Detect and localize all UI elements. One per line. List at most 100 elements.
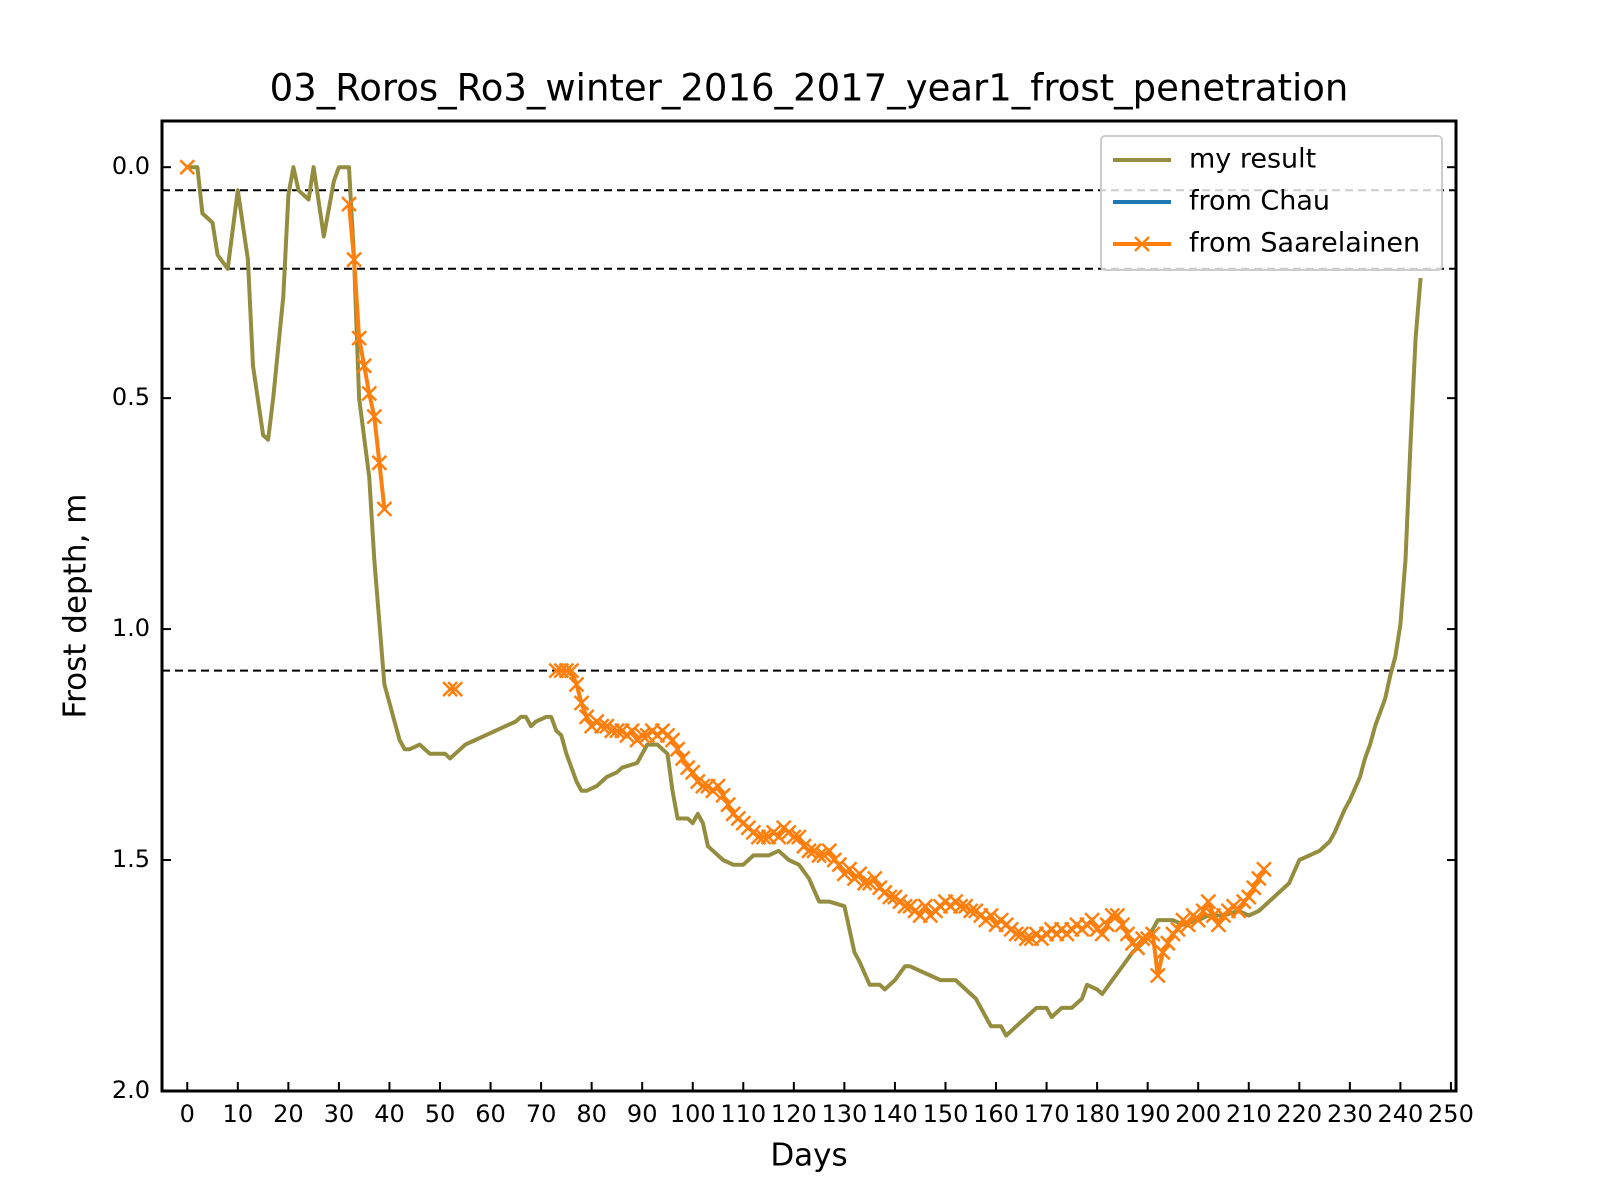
legend: my result from Chau from Saarelainen [1100, 135, 1443, 271]
x-tick-label: 140 [872, 1100, 918, 1128]
marker [1170, 921, 1186, 938]
legend-label: my result [1189, 144, 1316, 175]
marker [563, 662, 580, 679]
marker [447, 681, 464, 698]
plot-frame [160, 119, 1458, 1093]
marker [568, 676, 585, 693]
marker [983, 907, 999, 924]
y-tick-label: 2.0 [112, 1076, 150, 1104]
marker [1084, 912, 1100, 928]
x-tick-label: 50 [425, 1100, 456, 1128]
x-tick-label: 170 [1024, 1100, 1070, 1128]
marker [881, 889, 898, 905]
marker [801, 842, 817, 859]
y-axis-label: Frost depth, m [58, 494, 94, 719]
marker [624, 722, 640, 739]
marker [1134, 930, 1151, 947]
marker [684, 764, 701, 781]
marker [1149, 967, 1166, 984]
marker [755, 829, 772, 845]
x-tick-label: 130 [821, 1100, 867, 1128]
x-tick-label: 180 [1074, 1100, 1120, 1128]
x-tick-label: 210 [1226, 1100, 1272, 1128]
legend-marker [1134, 236, 1150, 252]
marker [1200, 893, 1217, 910]
x-tick-label: 20 [273, 1100, 304, 1128]
marker [1190, 912, 1207, 928]
x-tick-label: 190 [1125, 1100, 1171, 1128]
marker [917, 898, 934, 915]
x-tick-label: 80 [576, 1100, 607, 1128]
x-tick-label: 230 [1327, 1100, 1373, 1128]
marker [1119, 926, 1136, 942]
marker [856, 875, 873, 892]
marker [376, 501, 393, 517]
marker [573, 695, 590, 711]
marker [1018, 930, 1035, 947]
marker [351, 330, 368, 346]
marker [558, 662, 575, 679]
marker [897, 898, 913, 915]
marker [770, 829, 787, 845]
marker [866, 870, 883, 887]
marker [609, 722, 625, 739]
marker [1159, 935, 1176, 952]
marker [962, 902, 979, 919]
x-tick-label: 0 [180, 1100, 195, 1128]
x-tick-label: 70 [526, 1100, 557, 1128]
y-tick-label: 1.0 [112, 614, 150, 642]
marker [1210, 916, 1227, 933]
x-tick-label: 60 [475, 1100, 506, 1128]
marker [1144, 926, 1161, 942]
marker [442, 681, 459, 698]
legend-label: from Saarelainen [1189, 228, 1420, 259]
marker [1008, 926, 1025, 942]
marker [952, 898, 969, 915]
marker [1245, 879, 1262, 896]
x-tick-label: 100 [670, 1100, 716, 1128]
y-tick-label: 1.5 [112, 845, 150, 873]
plot-area [162, 159, 1456, 1038]
x-tick-label: 10 [223, 1100, 254, 1128]
marker [831, 856, 848, 873]
marker [694, 778, 711, 795]
x-tick-label: 110 [720, 1100, 766, 1128]
x-tick-label: 250 [1428, 1100, 1474, 1128]
legend-label: from Chau [1189, 186, 1330, 217]
marker [634, 727, 651, 744]
marker [1109, 907, 1126, 924]
marker [1195, 902, 1212, 919]
x-tick-label: 40 [374, 1100, 405, 1128]
y-tick-label: 0.0 [112, 152, 150, 180]
x-tick-label: 30 [324, 1100, 355, 1128]
marker [1154, 944, 1171, 961]
marker [1180, 916, 1196, 933]
marker [1094, 926, 1111, 942]
marker [341, 196, 357, 213]
marker [371, 454, 388, 471]
x-tick-label: 150 [923, 1100, 969, 1128]
marker [791, 829, 807, 845]
marker [821, 842, 838, 859]
marker [179, 159, 196, 176]
marker [578, 708, 595, 725]
marker [346, 251, 362, 268]
legend-box [1100, 135, 1443, 271]
x-axis-label: Days [770, 1138, 847, 1174]
x-tick-label: 120 [771, 1100, 817, 1128]
x-tick-label: 200 [1175, 1100, 1221, 1128]
marker [1114, 916, 1131, 933]
x-tick-label: 240 [1377, 1100, 1423, 1128]
y-tick-label: 0.5 [112, 383, 150, 411]
marker [361, 385, 378, 402]
x-tick-label: 160 [973, 1100, 1019, 1128]
marker [674, 750, 691, 767]
marker [366, 408, 383, 425]
marker [664, 732, 681, 748]
marker [811, 847, 827, 864]
x-tick-label: 220 [1276, 1100, 1322, 1128]
marker [1250, 870, 1267, 887]
marker [715, 787, 731, 804]
